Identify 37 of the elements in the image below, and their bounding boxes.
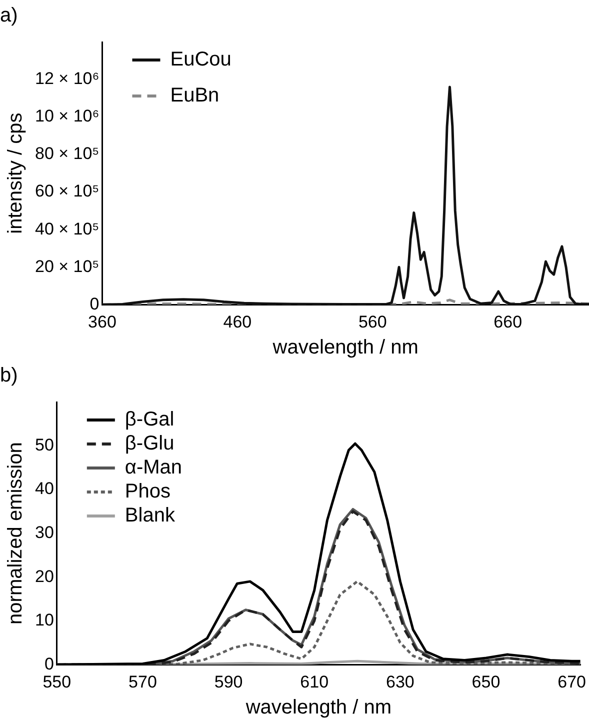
y-axis-title: normalized emission [4,442,27,624]
legend-label: β-Glu [124,432,174,455]
y-axis-title: intensity / cps [4,112,27,234]
legend-label: EuCou [170,48,232,71]
y-tick-label: 0 [44,654,54,674]
chart-title: a) [0,4,18,27]
x-axis-title: wavelength / nm [244,696,392,719]
y-tick-label: 0 [90,294,100,314]
x-tick-label: 670 [558,672,586,692]
y-tick-label: 20 [34,566,54,586]
x-tick-label: 650 [472,672,500,692]
y-tick-label: 50 [34,435,54,454]
legend-label: Phos [124,480,171,503]
y-tick-label: 60 × 10⁵ [34,182,100,201]
chart-title: b) [0,364,18,387]
x-tick-label: 460 [223,312,252,332]
legend-label: EuBn [170,84,220,107]
x-tick-label: 560 [358,312,387,332]
x-tick-label: 630 [386,672,414,692]
x-axis-title: wavelength / nm [272,336,418,359]
x-tick-label: 610 [300,672,329,692]
legend-label: β-Gal [124,408,174,431]
y-tick-label: 10 [34,610,54,630]
y-tick-label: 12 × 10⁶ [35,69,100,88]
x-tick-label: 570 [128,672,157,692]
y-tick-label: 10 × 10⁶ [35,106,100,126]
x-tick-label: 360 [88,312,116,332]
x-tick-label: 590 [214,672,243,692]
y-tick-label: 40 × 10⁵ [34,219,100,238]
y-tick-label: 30 [34,522,54,542]
y-tick-label: 40 [34,479,54,498]
legend-label: α-Man [124,456,182,479]
x-tick-label: 660 [494,312,522,332]
legend-label: Blank [124,504,176,527]
y-tick-label: 80 × 10⁵ [34,144,100,164]
y-tick-label: 20 × 10⁵ [34,256,100,276]
x-tick-label: 550 [42,672,72,692]
